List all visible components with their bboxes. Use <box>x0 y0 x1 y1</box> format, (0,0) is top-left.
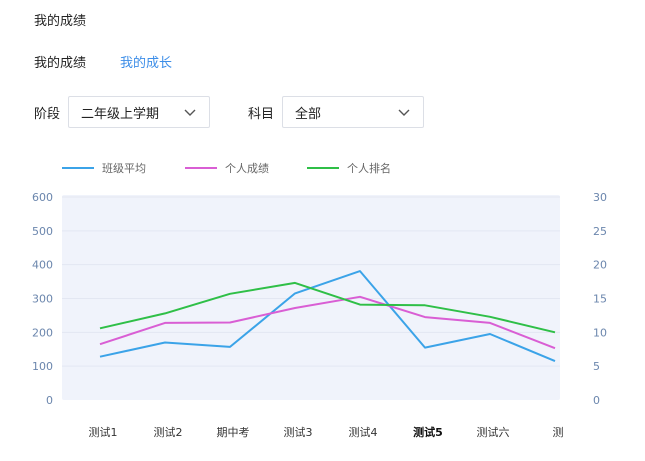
chevron-down-icon <box>184 109 196 116</box>
subject-select[interactable]: 全部 <box>282 96 425 128</box>
x-axis-category-label: 测试1 <box>89 426 118 439</box>
right-axis-tick-label: 25 <box>593 225 607 238</box>
right-axis-tick-label: 15 <box>593 293 607 306</box>
x-axis-category-label: 测试4 <box>349 426 378 439</box>
left-axis-tick-label: 100 <box>32 360 53 373</box>
stage-select[interactable]: 二年级上学期 <box>68 96 211 128</box>
series-line <box>99 281 556 334</box>
stage-label: 阶段 <box>34 106 61 122</box>
subject-label: 科目 <box>248 106 275 122</box>
tab-bar: 我的成绩 我的成长 <box>34 52 172 71</box>
right-axis-tick-label: 20 <box>593 259 607 272</box>
left-axis-tick-label: 0 <box>46 394 53 407</box>
series-line <box>99 295 556 350</box>
stage-select-value: 二年级上学期 <box>81 106 160 122</box>
filter-bar: 阶段 二年级上学期 科目 全部 <box>34 96 425 128</box>
x-axis-category-label: 测试六 <box>477 426 510 439</box>
x-axis-category-label: 测试3 <box>284 426 313 439</box>
tab-my-growth[interactable]: 我的成长 <box>120 56 173 71</box>
right-axis-tick-label: 0 <box>593 394 600 407</box>
chevron-down-icon <box>398 109 410 116</box>
tab-my-scores[interactable]: 我的成绩 <box>34 56 87 71</box>
growth-line-chart: 0 100 200 300 400 500 600 0 5 10 15 20 25 30 测试1 测试2 期中考… <box>32 161 607 439</box>
left-axis-tick-label: 400 <box>32 259 53 272</box>
left-axis-tick-label: 500 <box>32 225 53 238</box>
plot-background <box>62 195 560 400</box>
subject-select-value: 全部 <box>295 106 322 122</box>
right-axis-tick-label: 10 <box>593 326 607 339</box>
left-axis-tick-label: 600 <box>32 191 53 204</box>
left-axis-tick-label: 300 <box>32 293 53 306</box>
left-axis-tick-label: 200 <box>32 326 53 339</box>
right-axis-tick-label: 30 <box>593 191 607 204</box>
growth-chart: 0 100 200 300 400 500 600 0 5 10 15 20 25 30 测试1 测试2 期中考… <box>0 150 645 457</box>
legend-label: 个人排名 <box>347 161 391 175</box>
x-axis-category-label: 测试5 <box>413 425 443 439</box>
x-axis-category-label: 测 <box>553 426 564 439</box>
series-line <box>99 270 556 363</box>
legend-label: 班级平均 <box>102 162 146 175</box>
right-axis-tick-label: 5 <box>593 360 600 373</box>
x-axis-category-label: 期中考 <box>217 426 250 439</box>
x-axis-category-label: 测试2 <box>154 426 183 439</box>
legend-label: 个人成绩 <box>225 162 269 175</box>
page-title: 我的成绩 <box>34 14 87 29</box>
